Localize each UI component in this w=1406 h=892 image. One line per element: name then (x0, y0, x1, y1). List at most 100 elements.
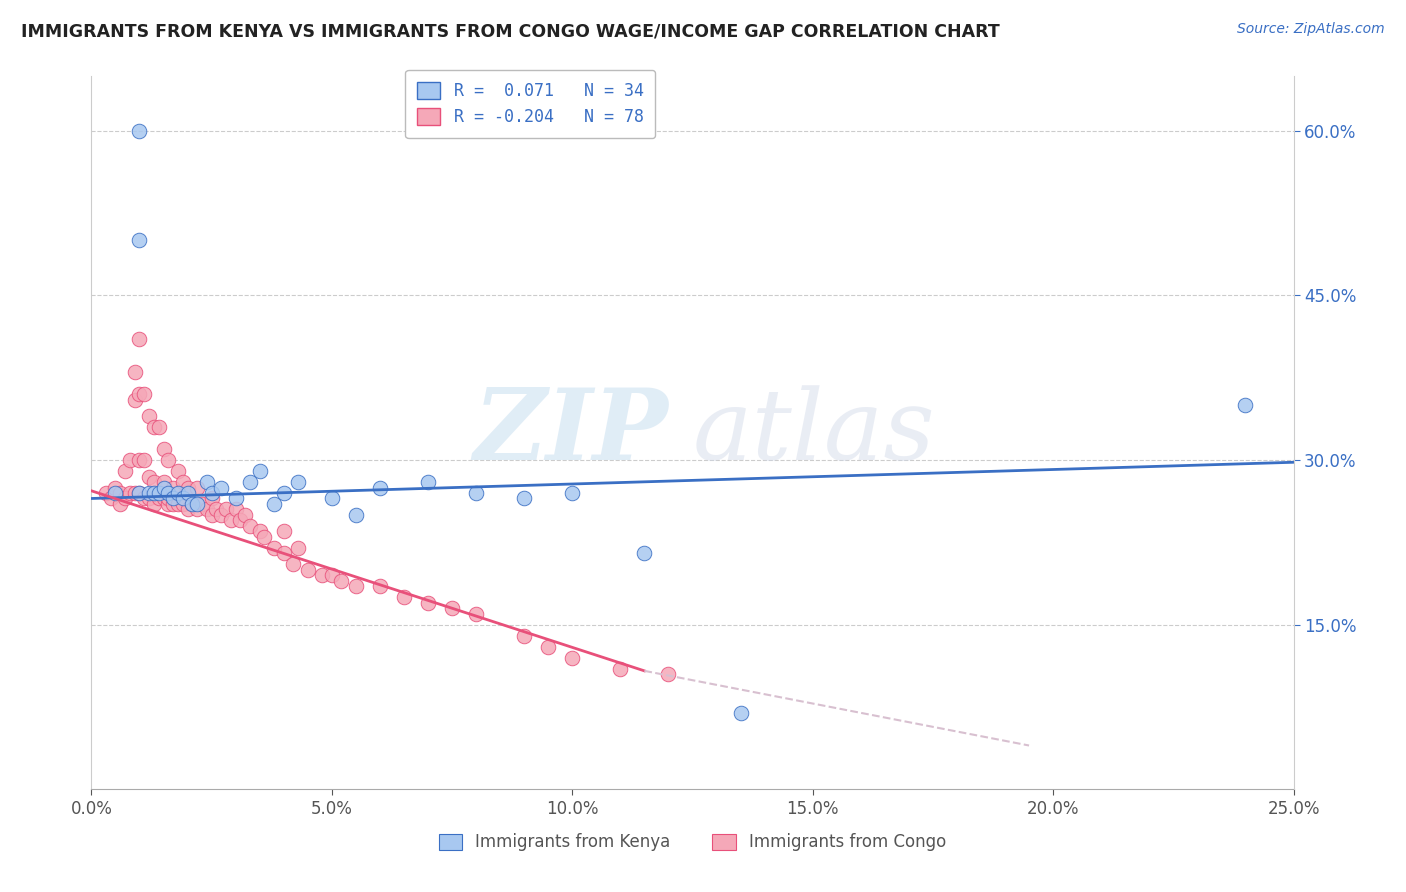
Point (263, 541, 285, 555)
Point (233, 508, 256, 522)
Point (100, 491, 122, 506)
Point (172, 497, 194, 511)
Point (416, 596, 439, 610)
Point (176, 502, 198, 516)
Point (118, 453, 141, 467)
Point (1234, 398, 1257, 412)
Point (152, 481, 174, 495)
Point (273, 486, 295, 500)
Text: IMMIGRANTS FROM KENYA VS IMMIGRANTS FROM CONGO WAGE/INCOME GAP CORRELATION CHART: IMMIGRANTS FROM KENYA VS IMMIGRANTS FROM… (21, 22, 1000, 40)
Point (167, 497, 190, 511)
Point (249, 464, 271, 478)
Point (124, 365, 146, 379)
Point (152, 442, 174, 456)
Point (186, 481, 208, 495)
Point (110, 486, 132, 500)
Point (201, 491, 224, 506)
Point (273, 546, 295, 560)
Point (152, 475, 174, 489)
Point (134, 453, 156, 467)
Point (513, 491, 536, 506)
Point (167, 486, 190, 500)
Point (201, 486, 224, 500)
Point (128, 387, 150, 401)
Point (167, 464, 190, 478)
Point (152, 491, 174, 506)
Point (138, 469, 160, 483)
Point (229, 513, 252, 527)
Point (172, 491, 194, 506)
Point (368, 481, 391, 495)
Text: Source: ZipAtlas.com: Source: ZipAtlas.com (1237, 22, 1385, 37)
Point (124, 486, 146, 500)
Point (176, 481, 198, 495)
Point (215, 502, 238, 516)
Point (344, 508, 367, 522)
Text: atlas: atlas (692, 385, 935, 480)
Point (110, 497, 132, 511)
Point (368, 579, 391, 593)
Legend: Immigrants from Kenya, Immigrants from Congo: Immigrants from Kenya, Immigrants from C… (430, 825, 955, 860)
Point (239, 475, 262, 489)
Point (297, 563, 319, 577)
Point (134, 491, 156, 506)
Point (128, 124, 150, 138)
Point (138, 491, 160, 506)
Point (191, 497, 214, 511)
Point (609, 662, 631, 676)
Point (273, 524, 295, 539)
Point (128, 453, 150, 467)
Point (118, 486, 141, 500)
Text: ZIP: ZIP (474, 384, 668, 481)
Point (344, 579, 367, 593)
Point (114, 491, 136, 506)
Point (128, 234, 150, 248)
Point (162, 497, 184, 511)
Point (465, 486, 488, 500)
Point (465, 607, 488, 621)
Point (181, 497, 204, 511)
Point (287, 475, 309, 489)
Point (162, 491, 184, 506)
Point (142, 420, 165, 434)
Point (148, 486, 170, 500)
Point (142, 497, 165, 511)
Point (186, 497, 208, 511)
Point (172, 475, 194, 489)
Point (134, 387, 156, 401)
Point (138, 409, 160, 424)
Point (128, 486, 150, 500)
Point (209, 481, 232, 495)
Point (114, 464, 136, 478)
Point (142, 475, 165, 489)
Point (253, 530, 276, 544)
Point (239, 519, 262, 533)
Point (561, 650, 583, 665)
Point (157, 486, 180, 500)
Point (157, 491, 180, 506)
Point (124, 392, 146, 407)
Point (657, 667, 679, 681)
Point (283, 558, 305, 572)
Point (94, 486, 117, 500)
Point (321, 491, 343, 506)
Point (205, 502, 228, 516)
Point (311, 568, 333, 582)
Point (195, 502, 218, 516)
Point (225, 502, 247, 516)
Point (104, 486, 127, 500)
Point (104, 481, 127, 495)
Point (440, 601, 463, 615)
Point (209, 508, 232, 522)
Point (148, 420, 170, 434)
Point (181, 497, 204, 511)
Point (219, 513, 242, 527)
Point (142, 486, 165, 500)
Point (157, 497, 180, 511)
Point (287, 541, 309, 555)
Point (162, 481, 184, 495)
Point (321, 568, 343, 582)
Point (176, 486, 198, 500)
Point (138, 486, 160, 500)
Point (201, 508, 224, 522)
